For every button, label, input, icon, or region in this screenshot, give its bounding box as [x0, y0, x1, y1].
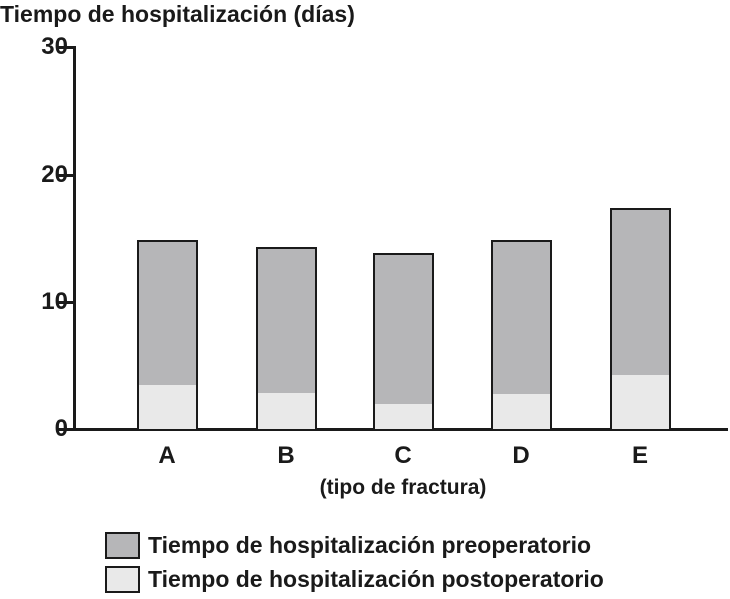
bar-B [255, 247, 317, 431]
bar-C [372, 253, 434, 431]
chart-title: Tiempo de hospitalización (días) [0, 1, 355, 27]
bar-E-preoperatorio-segment [611, 210, 669, 375]
legend-swatch-preoperatorio [105, 531, 140, 559]
bar-E [609, 208, 671, 431]
chart-legend: Tiempo de hospitalización preoperatorio T… [105, 528, 604, 596]
legend-row-1: Tiempo de hospitalización preoperatorio [105, 528, 604, 562]
bar-A [136, 240, 198, 431]
legend-label-postoperatorio: Tiempo de hospitalización postoperatorio [148, 565, 604, 592]
y-tick-mark [58, 174, 74, 177]
y-tick-mark [58, 301, 74, 304]
bar-A-postoperatorio-segment [138, 385, 196, 429]
legend-swatch-postoperatorio [105, 565, 140, 593]
bar-D [490, 240, 552, 431]
x-category-label-E: E [631, 442, 648, 469]
bar-B-preoperatorio-segment [257, 249, 315, 393]
y-axis-line [73, 46, 76, 431]
y-tick-label: 10 [41, 288, 68, 315]
bar-C-postoperatorio-segment [374, 404, 432, 429]
y-tick-label: 0 [54, 415, 68, 442]
y-tick-label: 20 [41, 161, 68, 188]
x-category-label-C: C [394, 442, 412, 469]
bar-A-preoperatorio-segment [138, 242, 196, 385]
x-axis-label: (tipo de fractura) [319, 476, 487, 499]
bar-E-postoperatorio-segment [611, 375, 669, 429]
x-category-label-B: B [277, 442, 295, 469]
bar-D-postoperatorio-segment [492, 394, 550, 429]
x-category-label-D: D [512, 442, 530, 469]
legend-row-2: Tiempo de hospitalización postoperatorio [105, 562, 604, 596]
bar-C-preoperatorio-segment [374, 255, 432, 404]
x-category-label-A: A [158, 442, 176, 469]
y-tick-label: 30 [41, 33, 68, 60]
y-tick-mark [58, 428, 74, 431]
y-tick-mark [58, 46, 74, 49]
bar-D-preoperatorio-segment [492, 242, 550, 394]
bar-B-postoperatorio-segment [257, 393, 315, 429]
legend-label-preoperatorio: Tiempo de hospitalización preoperatorio [148, 531, 592, 558]
